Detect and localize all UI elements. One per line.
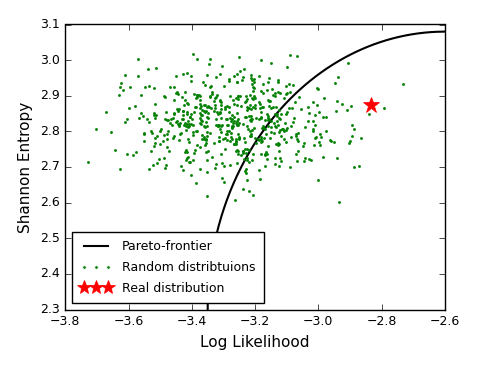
Legend: Pareto-frontier, Random distribtuions, Real distribution: Pareto-frontier, Random distribtuions, R… (72, 232, 264, 303)
X-axis label: Log Likelihood: Log Likelihood (200, 335, 310, 350)
Y-axis label: Shannon Entropy: Shannon Entropy (18, 101, 33, 233)
